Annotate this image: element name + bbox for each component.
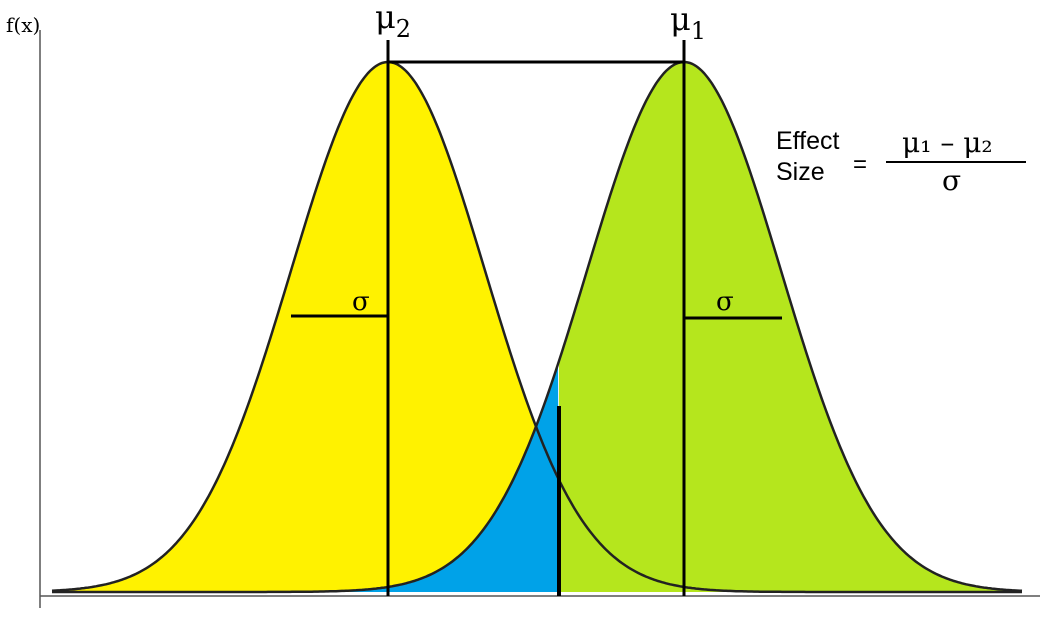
mean-left-symbol: μ [375,0,396,36]
mean-right-label: μ1 [670,0,706,45]
y-axis-label: f(x) [6,13,40,37]
left-distribution-curve [51,60,1022,594]
formula-lhs-line1: Effect [776,127,840,155]
mean-left-subscript: 2 [396,15,411,43]
formula-numerator: μ₁ – μ₂ [902,126,993,159]
right-distribution-curve [52,60,1023,594]
formula-equals: = [853,151,867,178]
formula-lhs-line2: Size [776,158,825,186]
overlap-region-fill [350,364,559,592]
mean-right-symbol: μ [670,0,691,38]
left-distribution-fill [52,62,536,592]
formula-denominator: σ [942,164,961,197]
mean-right-subscript: 1 [691,17,706,45]
sigma-left-label: σ [352,287,370,317]
mean-left-label: μ2 [375,0,411,43]
sigma-right-label: σ [716,287,734,317]
right-distribution-fill [559,62,1022,592]
